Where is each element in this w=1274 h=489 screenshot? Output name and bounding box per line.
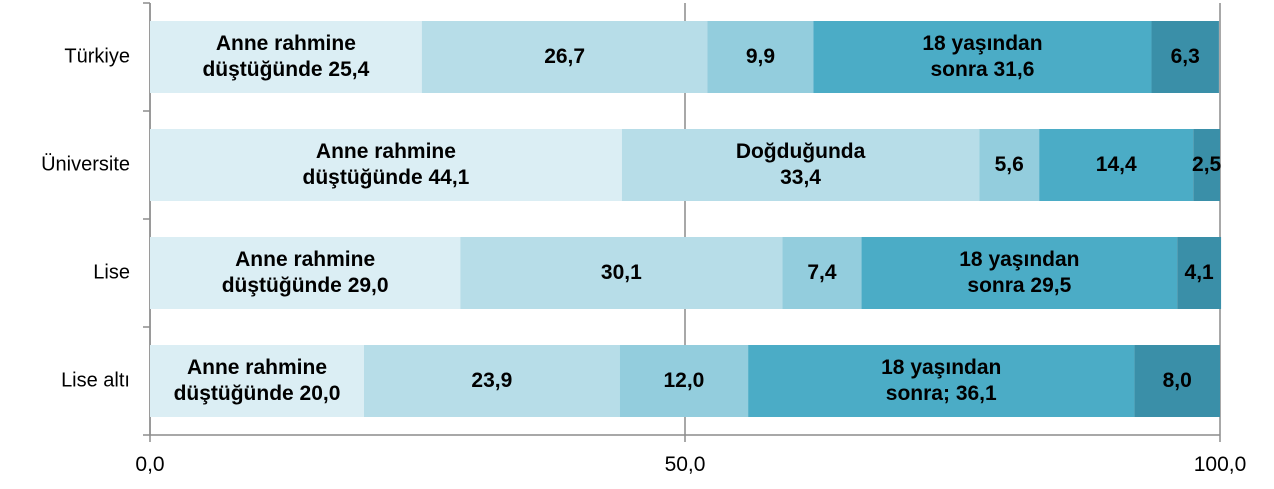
data-label: 18 yaşından sonra 29,5 — [959, 248, 1080, 297]
data-label: 18 yaşından sonra; 36,1 — [881, 356, 1002, 405]
bar-segment — [748, 345, 1135, 417]
data-label: 5,6 — [994, 153, 1024, 176]
bar-segment — [150, 129, 622, 201]
bar-segment — [782, 237, 862, 309]
category-label: Lise altı — [61, 369, 130, 392]
bar-segment — [364, 345, 620, 417]
data-label: 26,7 — [544, 45, 586, 68]
bar-segment — [150, 237, 461, 309]
data-label: Anne rahmine düştüğünde 29,0 — [221, 248, 389, 297]
data-label: 14,4 — [1095, 153, 1137, 176]
bar-segment — [150, 21, 422, 93]
bar-segment — [421, 21, 708, 93]
bar-segment — [1039, 129, 1194, 201]
data-label: Anne rahmine düştüğünde 44,1 — [302, 140, 470, 189]
x-tick-label: 50,0 — [664, 453, 706, 476]
data-label: 8,0 — [1162, 369, 1192, 392]
data-label: 18 yaşından sonra 31,6 — [922, 32, 1043, 81]
category-label: Üniversite — [41, 153, 130, 176]
data-label: Doğduğunda 33,4 — [735, 140, 866, 189]
data-label: 7,4 — [807, 261, 837, 284]
bar-segment — [979, 129, 1040, 201]
bar-segment — [1134, 345, 1220, 417]
bar-segment — [460, 237, 783, 309]
bar-segment — [861, 237, 1178, 309]
x-tick-label: 0,0 — [135, 453, 165, 476]
bar-segment — [621, 129, 980, 201]
x-tick-label: 100,0 — [1193, 453, 1247, 476]
bar-segment — [707, 21, 814, 93]
bar-segment — [1177, 237, 1222, 309]
data-label: 12,0 — [663, 369, 705, 392]
bar-segment — [1151, 21, 1219, 93]
data-label: 2,5 — [1192, 153, 1222, 176]
bar-segment — [1193, 129, 1220, 201]
bar-segment — [150, 345, 364, 417]
bar-segment — [619, 345, 749, 417]
data-label: 23,9 — [471, 369, 513, 392]
data-label: Anne rahmine düştüğünde 20,0 — [173, 356, 341, 405]
data-label: Anne rahmine düştüğünde 25,4 — [202, 32, 370, 81]
data-label: 30,1 — [600, 261, 642, 284]
data-label: 9,9 — [745, 45, 776, 68]
data-label: 4,1 — [1184, 261, 1214, 284]
category-label: Lise — [93, 261, 130, 284]
data-label: 6,3 — [1170, 45, 1200, 68]
bar-segment — [813, 21, 1152, 93]
category-label: Türkiye — [64, 45, 130, 68]
